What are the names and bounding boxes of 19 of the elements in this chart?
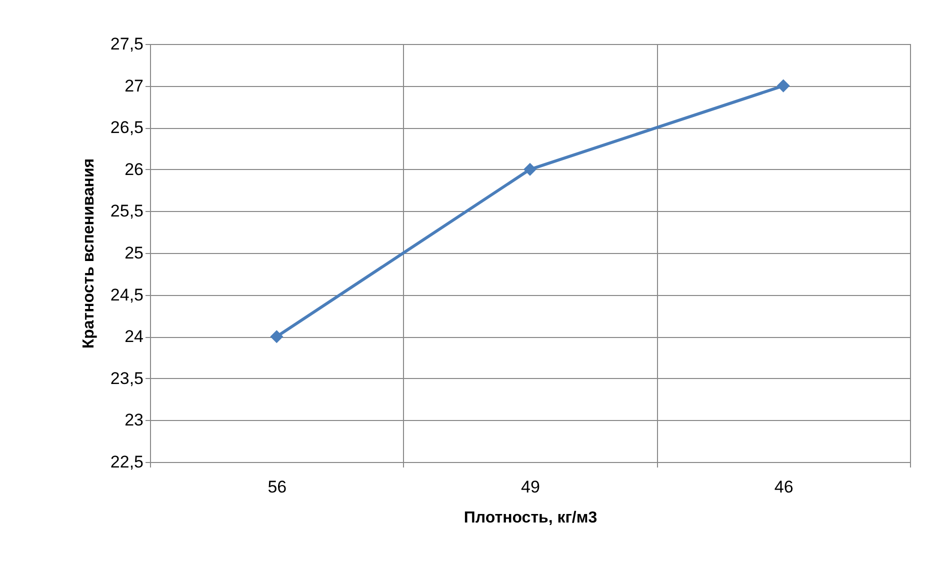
y-tick-label: 23: [124, 410, 144, 430]
y-tick-label: 24: [124, 327, 144, 346]
y-tick-label: 24,5: [110, 285, 144, 304]
point: [776, 79, 790, 92]
x-tick-label: 49: [521, 478, 540, 496]
x-tick-label: 46: [774, 478, 794, 496]
y-tick-label: 23,5: [110, 368, 144, 388]
y-tick-label: 27: [124, 76, 144, 96]
y-tick-label: 25,5: [110, 202, 144, 221]
y-tick-label: 25: [124, 244, 144, 262]
y-tick-label: 26: [124, 160, 144, 179]
y-tick-label: 22,5: [110, 452, 144, 472]
x-tick-label: 56: [268, 478, 287, 496]
x-axis-title: Плотность, кг/м3: [464, 510, 598, 526]
y-axis-title: Кратность вспенивания: [80, 158, 98, 349]
point: [523, 162, 537, 176]
y-tick-label: 26,5: [110, 118, 144, 138]
y-tick-label: 27,5: [110, 34, 144, 54]
point: [270, 330, 284, 344]
